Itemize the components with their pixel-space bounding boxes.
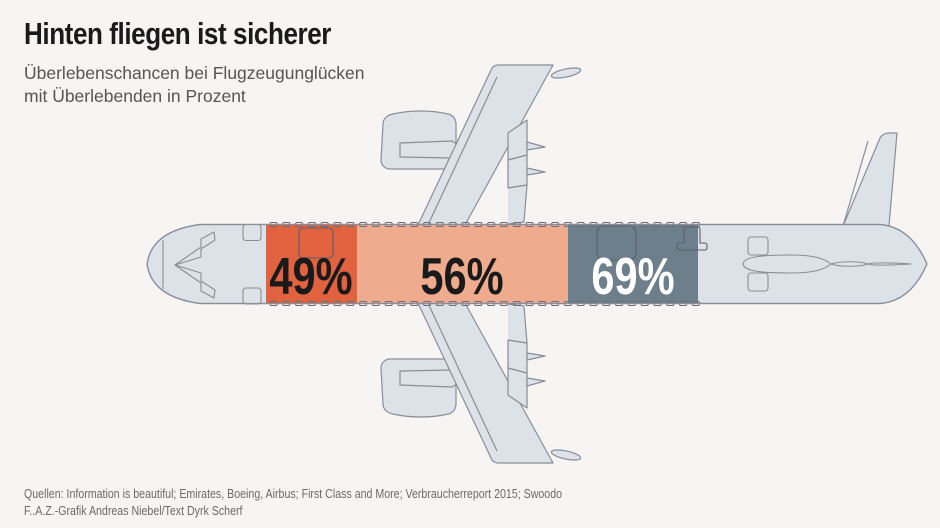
svg-text:69%: 69% — [591, 247, 674, 306]
svg-text:49%: 49% — [269, 247, 352, 306]
svg-text:56%: 56% — [420, 247, 503, 306]
